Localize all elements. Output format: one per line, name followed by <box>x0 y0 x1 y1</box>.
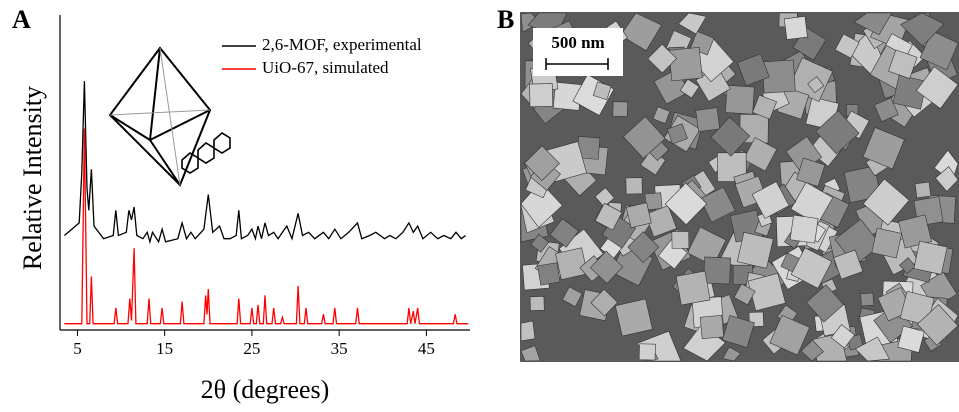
crystal <box>710 116 751 157</box>
crystal <box>592 81 612 101</box>
crystal <box>860 292 874 307</box>
crystal <box>769 314 811 356</box>
crystal <box>576 135 601 160</box>
crystal <box>783 16 808 40</box>
crystal <box>682 324 726 362</box>
crystal <box>549 218 580 248</box>
crystal <box>805 284 845 323</box>
crystal <box>664 182 708 226</box>
panel-label: B <box>497 5 514 34</box>
crystal <box>834 33 860 59</box>
crystal <box>807 76 825 94</box>
crystal <box>622 116 666 159</box>
crystal <box>625 202 652 229</box>
crystal <box>638 343 656 361</box>
crystal <box>788 57 834 102</box>
crystal <box>666 123 688 145</box>
crystal <box>815 110 860 155</box>
crystal <box>537 262 561 286</box>
crystal <box>675 270 711 306</box>
crystal <box>833 249 864 280</box>
crystal <box>652 106 671 124</box>
crystal <box>871 227 903 259</box>
panel-label: A <box>12 5 31 34</box>
crystal <box>703 256 731 285</box>
crystal <box>899 257 916 275</box>
crystal <box>752 94 777 120</box>
x-axis-label: 2θ (degrees) <box>201 375 330 404</box>
crystal <box>529 296 545 311</box>
crystal <box>529 83 554 108</box>
scale-bar <box>545 58 609 70</box>
crystal <box>668 46 703 82</box>
structure-inset <box>108 46 231 187</box>
crystal <box>736 231 774 269</box>
crystal <box>678 12 707 35</box>
x-tick-label: 5 <box>73 339 82 358</box>
crystal <box>900 12 945 47</box>
crystal <box>862 178 910 226</box>
scale-bar-label: 500 nm <box>551 33 604 52</box>
legend-label: 2,6-MOF, experimental <box>262 35 422 54</box>
crystal <box>671 230 690 249</box>
crystal <box>751 181 790 219</box>
crystal <box>589 250 624 284</box>
crystal <box>796 157 826 187</box>
data-line <box>64 128 469 325</box>
crystal <box>625 177 643 195</box>
crystal <box>590 288 619 317</box>
crystal <box>888 49 918 79</box>
crystal <box>555 247 588 281</box>
crystal <box>520 320 536 342</box>
crystal <box>873 97 899 123</box>
x-tick-label: 15 <box>156 339 173 358</box>
crystal <box>800 339 824 362</box>
data-line <box>63 81 466 245</box>
crystal <box>679 78 700 99</box>
crystal <box>721 314 755 348</box>
crystal <box>686 226 727 267</box>
crystal <box>862 127 905 170</box>
legend-label: UiO-67, simulated <box>262 58 389 77</box>
crystal <box>594 187 615 208</box>
crystal <box>725 84 755 115</box>
crystal <box>722 346 742 362</box>
crystal <box>695 107 721 132</box>
crystal <box>914 181 932 199</box>
crystal <box>853 12 893 36</box>
crystal <box>913 240 948 275</box>
crystal <box>647 43 678 74</box>
crystal <box>737 53 770 87</box>
crystal <box>916 304 959 346</box>
crystal <box>644 192 663 211</box>
crystal <box>524 145 560 182</box>
crystal <box>561 286 583 308</box>
x-tick-label: 45 <box>418 339 435 358</box>
crystal <box>614 298 653 337</box>
crystal <box>699 314 724 340</box>
crystal <box>612 101 629 117</box>
crystal <box>620 12 663 52</box>
crystal <box>934 166 959 192</box>
crystal <box>594 202 623 231</box>
crystal <box>742 137 778 172</box>
crystal <box>530 233 550 253</box>
crystal <box>790 247 833 289</box>
crystal <box>915 66 959 109</box>
crystal <box>627 231 660 263</box>
crystal <box>520 345 541 362</box>
crystal <box>854 336 890 362</box>
crystal <box>789 214 819 244</box>
y-axis-label: Relative Intensity <box>18 86 47 270</box>
crystal <box>830 324 856 349</box>
x-tick-label: 25 <box>243 339 260 358</box>
crystal <box>733 283 756 306</box>
x-tick-label: 35 <box>331 339 348 358</box>
